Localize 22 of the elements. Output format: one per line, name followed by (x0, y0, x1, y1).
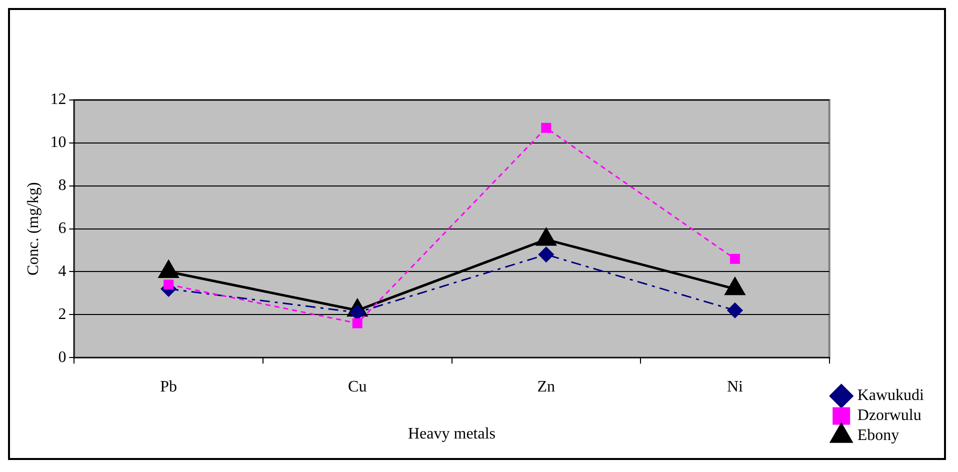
y-axis-title: Conc. (mg/kg) (24, 182, 42, 276)
legend-label: Kawukudi (857, 387, 925, 404)
y-tick-label: 0 (58, 348, 66, 366)
x-axis-title: Heavy metals (408, 426, 496, 443)
point (541, 122, 552, 133)
point (730, 254, 740, 264)
legend-label: Ebony (857, 427, 900, 444)
y-tick-label: 6 (58, 220, 66, 238)
y-tick-label: 12 (50, 91, 66, 108)
point (538, 246, 554, 262)
point (164, 280, 174, 290)
x-tick-label: Ni (726, 378, 744, 396)
y-tick-label: 8 (58, 177, 66, 194)
legend-label: Dzorwulu (857, 407, 922, 424)
y-tick-label: 4 (58, 262, 66, 280)
y-tick-label: 10 (50, 134, 66, 152)
x-tick-label: Pb (160, 378, 178, 396)
x-tick-label: Zn (537, 378, 556, 396)
point (352, 318, 362, 328)
x-tick-label: Cu (348, 378, 367, 396)
y-tick-label: 2 (58, 306, 66, 323)
point (727, 302, 743, 318)
